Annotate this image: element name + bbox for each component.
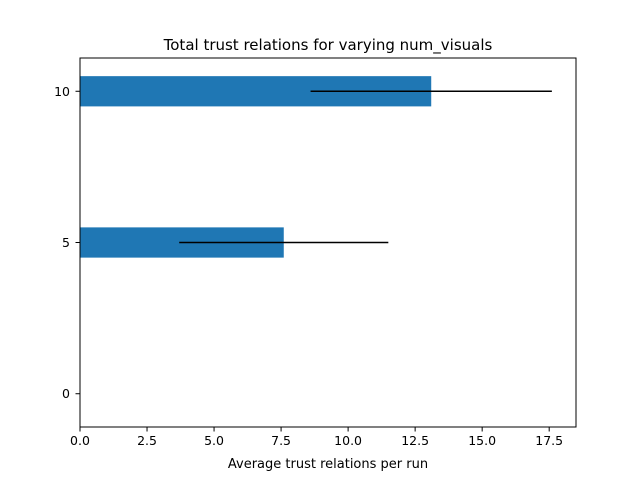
y-tick-label: 5	[62, 235, 70, 250]
x-tick-label: 5.0	[204, 433, 224, 448]
x-tick-label: 7.5	[271, 433, 291, 448]
y-tick-label: 0	[62, 386, 70, 401]
x-tick-label: 10.0	[334, 433, 362, 448]
x-tick-label: 12.5	[401, 433, 429, 448]
y-tick-label: 10	[54, 84, 70, 99]
x-axis-ticks: 0.0 2.5 5.0 7.5 10.0 12.5 15.0 17.5	[70, 427, 563, 448]
error-bars-layer	[179, 90, 552, 244]
bars-layer	[80, 76, 432, 258]
x-tick-label: 0.0	[70, 433, 90, 448]
x-tick-label: 2.5	[137, 433, 157, 448]
x-tick-label: 15.0	[468, 433, 496, 448]
chart-title: Total trust relations for varying num_vi…	[163, 36, 493, 55]
x-axis-title: Average trust relations per run	[228, 457, 428, 472]
x-tick-label: 17.5	[535, 433, 563, 448]
y-axis-ticks: 0 5 10	[54, 84, 80, 401]
